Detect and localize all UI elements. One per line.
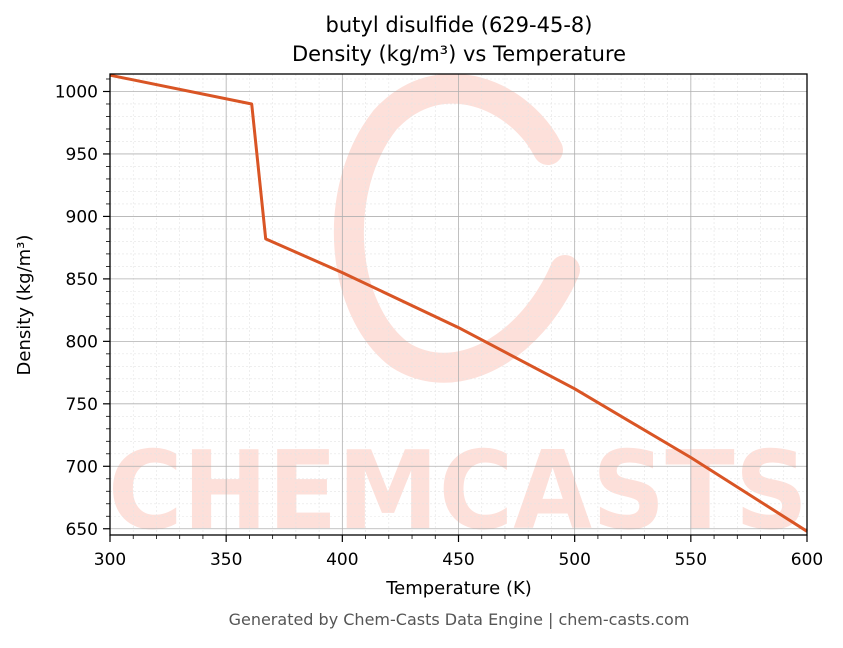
x-tick-label: 300 bbox=[94, 550, 126, 570]
watermark-logo: CHEMCASTS bbox=[108, 73, 808, 554]
chart-subtitle: Density (kg/m³) vs Temperature bbox=[292, 42, 626, 66]
y-tick-label: 900 bbox=[66, 207, 98, 227]
x-tick-label: 600 bbox=[791, 550, 823, 570]
plot-frame bbox=[109, 73, 808, 536]
x-tick-label: 550 bbox=[675, 550, 707, 570]
axis-ticks: 300 350 400 450 500 550 600 650 700 750 800 850 900 9… bbox=[55, 78, 823, 570]
x-axis-label: Temperature (K) bbox=[385, 578, 532, 599]
y-tick-label: 700 bbox=[66, 457, 98, 477]
y-tick-label: 750 bbox=[66, 395, 98, 415]
y-axis-label: Density (kg/m³) bbox=[14, 235, 35, 376]
y-tick-label: 850 bbox=[66, 270, 98, 290]
x-tick-label: 350 bbox=[210, 550, 242, 570]
density-line bbox=[109, 73, 808, 533]
y-tick-label: 1000 bbox=[55, 82, 98, 102]
y-tick-label: 950 bbox=[66, 145, 98, 165]
series-layer bbox=[109, 73, 808, 533]
x-tick-label: 450 bbox=[442, 550, 474, 570]
y-tick-label: 650 bbox=[66, 520, 98, 540]
chart-title: butyl disulfide (629-45-8) bbox=[326, 13, 593, 37]
x-tick-label: 400 bbox=[326, 550, 358, 570]
y-tick-label: 800 bbox=[66, 332, 98, 352]
x-tick-label: 500 bbox=[558, 550, 590, 570]
grid bbox=[109, 74, 808, 535]
footer-credit: Generated by Chem-Casts Data Engine | ch… bbox=[229, 610, 690, 629]
